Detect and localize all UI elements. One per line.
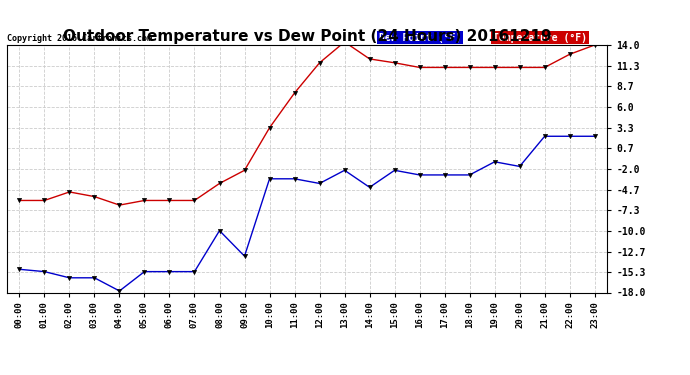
- Text: Temperature (°F): Temperature (°F): [493, 33, 587, 42]
- Title: Outdoor Temperature vs Dew Point (24 Hours) 20161219: Outdoor Temperature vs Dew Point (24 Hou…: [63, 29, 551, 44]
- Text: Copyright 2016 Cartronics.com: Copyright 2016 Cartronics.com: [7, 33, 152, 42]
- Text: Dew Point (°F): Dew Point (°F): [379, 33, 462, 42]
